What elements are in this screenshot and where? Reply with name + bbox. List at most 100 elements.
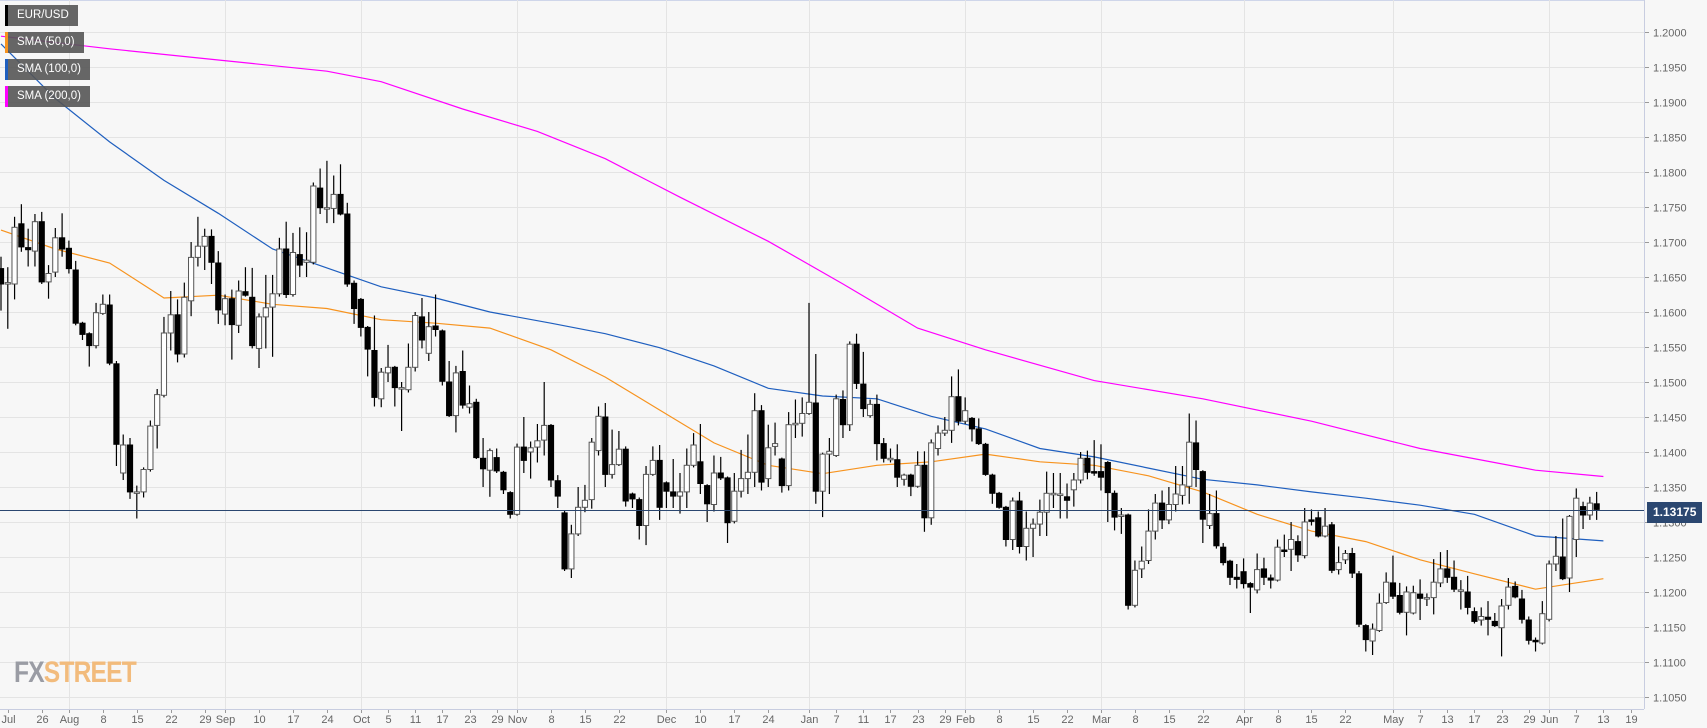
candle-body (221, 298, 229, 315)
candle (92, 302, 100, 349)
candle-body (921, 464, 928, 519)
candle-body (208, 235, 215, 263)
candle-body (384, 366, 392, 374)
candle-body (561, 512, 568, 570)
candle (1186, 413, 1193, 504)
candle-body (154, 394, 161, 426)
candle (642, 466, 650, 546)
y-tick-label: 1.1650 (1653, 273, 1687, 285)
y-tick-label: 1.1150 (1653, 623, 1686, 635)
candle-body (1097, 471, 1105, 478)
candle-body (1335, 562, 1342, 571)
candle (1457, 580, 1464, 610)
x-tick-label: 17 (884, 714, 896, 726)
candle-body (968, 417, 976, 430)
x-tick-label: Jan (801, 714, 819, 726)
legend-swatch (5, 5, 8, 26)
candle (1505, 578, 1512, 610)
candle (418, 298, 426, 349)
candle (751, 393, 758, 487)
candle-body (1573, 497, 1580, 541)
candle-body (724, 477, 731, 524)
candle-body (1593, 503, 1600, 510)
candle-body (1002, 506, 1010, 540)
candle (493, 448, 500, 473)
candle (45, 265, 52, 299)
candle (873, 394, 881, 461)
y-tick-label: 1.1750 (1653, 203, 1687, 215)
x-tick-label: 24 (321, 714, 333, 726)
candle-body (425, 326, 432, 354)
candle-body (738, 478, 745, 492)
candle (1444, 550, 1451, 583)
candle-body (1464, 591, 1471, 608)
candle (120, 434, 127, 480)
candle-body (1063, 496, 1071, 501)
candle-body (1410, 592, 1417, 614)
candle-body (1118, 514, 1125, 517)
x-tick-label: 15 (579, 714, 591, 726)
candle-body (65, 247, 73, 270)
candle-body (1029, 523, 1037, 529)
x-tick-label: 11 (858, 714, 869, 726)
candle (792, 399, 799, 438)
x-tick-label: 7 (833, 714, 839, 726)
plot-area (0, 0, 1644, 709)
candle (1220, 543, 1227, 566)
legend-swatch (5, 32, 8, 53)
candle-body (690, 444, 697, 466)
candle (1281, 534, 1288, 557)
candle (520, 417, 527, 473)
candle-body (486, 450, 493, 471)
legend-item-sma100[interactable]: SMA (100,0) (5, 59, 90, 80)
candle-body (1457, 589, 1464, 592)
x-tick-label: 29 (199, 714, 211, 726)
candle-body (894, 459, 901, 478)
candle (1091, 440, 1098, 476)
candle (900, 473, 908, 486)
candle-body (45, 273, 52, 283)
candle (887, 448, 894, 463)
candle-body (846, 343, 853, 426)
candle (466, 385, 473, 414)
candle-body (466, 403, 473, 408)
candle-body (59, 237, 66, 250)
candle (1165, 487, 1172, 525)
candle (805, 302, 813, 415)
candle (289, 232, 297, 297)
legend-item-sma200[interactable]: SMA (200,0) (5, 86, 90, 107)
candle-body (140, 469, 147, 493)
candle-body (194, 245, 202, 258)
candle (4, 267, 11, 329)
candle-body (99, 303, 106, 314)
candle-body (710, 472, 718, 505)
candle-body (1070, 479, 1077, 491)
candle-body (948, 396, 955, 431)
legend-item-sma50[interactable]: SMA (50,0) (5, 32, 84, 53)
candle-body (1267, 577, 1274, 581)
candle-body (1233, 576, 1240, 580)
candle (717, 456, 724, 480)
candle-body (1145, 530, 1152, 561)
candle-body (1471, 611, 1478, 622)
candle-body (1125, 514, 1132, 606)
candle (378, 368, 385, 408)
candle (1206, 494, 1213, 529)
candle (1294, 535, 1301, 562)
candle-body (1491, 620, 1498, 627)
legend-item-eurusd[interactable]: EUR/USD (5, 5, 78, 26)
candle (1430, 559, 1437, 615)
candle (941, 417, 948, 436)
x-tick-label: 8 (1132, 714, 1138, 726)
candle-body (1478, 616, 1485, 621)
candle-body (1328, 524, 1335, 571)
candle (344, 202, 351, 287)
candle (1437, 552, 1444, 588)
x-tick-label: 8 (548, 714, 554, 726)
candle (1138, 546, 1145, 578)
candle (894, 444, 901, 487)
candle (439, 329, 446, 386)
candle (269, 274, 276, 357)
x-tick-label: 15 (1027, 714, 1039, 726)
candle-body (880, 443, 887, 459)
